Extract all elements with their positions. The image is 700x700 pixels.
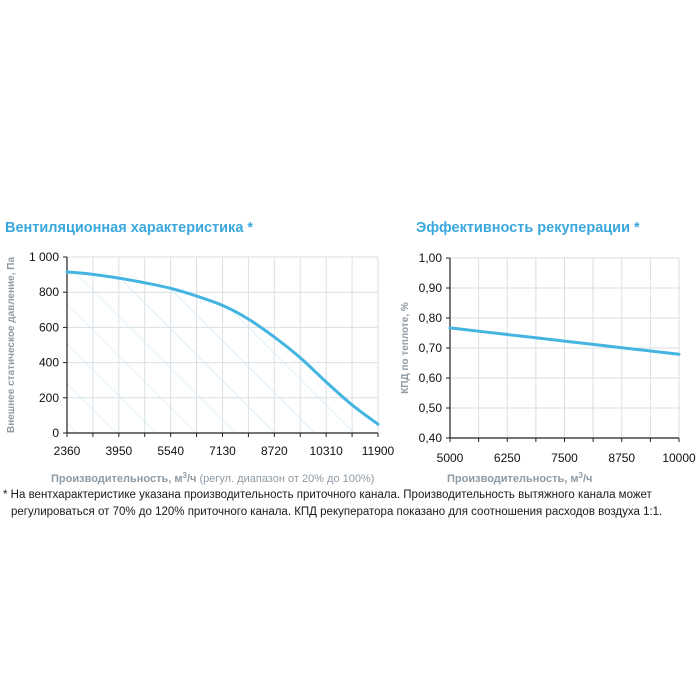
fan-y-tick-label-2: 400 — [39, 356, 59, 370]
eff-x-tick-label-0: 5000 — [437, 451, 464, 465]
fan-series-line — [65, 270, 380, 426]
fan-x-axis-label: Производительность, м3/ч (регул. диапазо… — [51, 471, 374, 485]
fan-x-tick-label-4: 8720 — [261, 444, 288, 458]
fan-y-tick-label-5: 1 000 — [29, 250, 59, 264]
fan-curve-chart: 0 200 400 600 800 1 000 2360 3950 5540 7130 8720 10… — [6, 250, 395, 485]
chart1-title: Вентиляционная характеристика * — [5, 220, 254, 236]
fan-y-axis-label: Внешнее статическое давление, Па — [6, 257, 17, 433]
fan-y-tick-label-3: 600 — [39, 320, 59, 334]
fan-y-tick-label-1: 200 — [39, 391, 59, 405]
footnote: * На вентхарактеристике указана производ… — [3, 487, 662, 521]
eff-x-axis-label: Производительность, м3/ч — [447, 471, 592, 485]
eff-y-tick-label-6: 1,00 — [419, 251, 443, 265]
eff-y-tick-label-3: 0,70 — [419, 341, 443, 355]
footnote-line-1: * На вентхарактеристике указана производ… — [3, 489, 652, 501]
eff-y-axis-label: КПД по теплоте, % — [400, 302, 411, 394]
fan-x-tick-label-5: 10310 — [309, 444, 343, 458]
fan-x-tick-label-2: 5540 — [157, 444, 184, 458]
eff-y-tick-label-2: 0,60 — [419, 371, 443, 385]
eff-y-tick-label-5: 0,90 — [419, 281, 443, 295]
eff-y-tick-label-1: 0,50 — [419, 401, 443, 415]
eff-x-tick-label-2: 7500 — [551, 451, 578, 465]
fan-x-tick-label-0: 2360 — [54, 444, 81, 458]
chart2-title: Эффективность рекуперации * — [416, 220, 640, 236]
eff-y-tick-label-4: 0,80 — [419, 311, 443, 325]
footnote-line-2: регулироваться от 70% до 120% приточного… — [11, 506, 663, 518]
eff-x-tick-label-4: 10000 — [662, 451, 696, 465]
eff-y-tick-label-0: 0,40 — [419, 431, 443, 445]
fan-hatched-area — [67, 271, 378, 433]
eff-series-line — [448, 326, 681, 356]
fan-x-tick-label-3: 7130 — [209, 444, 236, 458]
fan-y-tick-label-4: 800 — [39, 285, 59, 299]
eff-x-tick-label-3: 8750 — [608, 451, 635, 465]
recovery-efficiency-chart: 0,40 0,50 0,60 0,70 0,80 0,90 1,00 5000 6250 7500… — [400, 251, 696, 485]
eff-x-tick-label-1: 6250 — [494, 451, 521, 465]
fan-y-tick-label-0: 0 — [52, 426, 59, 440]
fan-x-tick-label-1: 3950 — [105, 444, 132, 458]
fan-x-tick-label-6: 11900 — [362, 444, 395, 458]
